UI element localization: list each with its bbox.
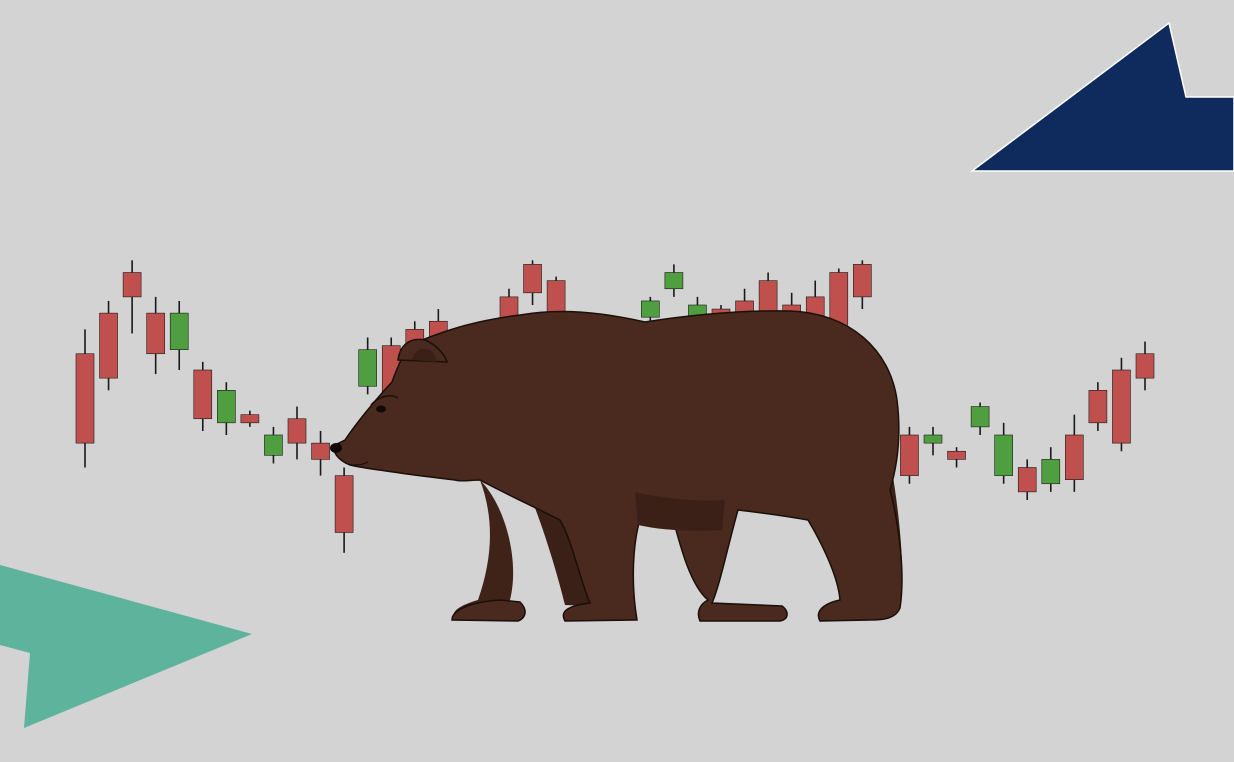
bearish-candle [1018, 468, 1036, 492]
bearish-candle [900, 435, 918, 476]
bullish-candle [924, 435, 942, 443]
bullish-candle [665, 273, 683, 289]
bearish-candle [123, 273, 141, 297]
bullish-candle [359, 350, 377, 387]
bear-eye [376, 406, 386, 413]
bearish-candle [853, 264, 871, 297]
bearish-candle [312, 443, 330, 459]
bullish-candle [971, 407, 989, 427]
bearish-candle [1065, 435, 1083, 480]
bullish-candle [1042, 459, 1060, 483]
bearish-candle [100, 313, 118, 378]
bearish-candle [76, 354, 94, 443]
bearish-candle [1112, 370, 1130, 443]
bullish-candle [264, 435, 282, 455]
bearish-candle [147, 313, 165, 354]
bearish-candle [1136, 354, 1154, 378]
bearish-candle [524, 264, 542, 292]
bullish-candle [995, 435, 1013, 476]
bearish-candle [335, 476, 353, 533]
bearish-candle [288, 419, 306, 443]
bearish-candle [948, 451, 966, 459]
bullish-candle [641, 301, 659, 317]
bullish-candle [217, 390, 235, 423]
bear-nose [330, 443, 342, 453]
bearish-candle [241, 415, 259, 423]
bullish-candle [170, 313, 188, 350]
bearish-candle [1089, 390, 1107, 423]
bearish-candle [194, 370, 212, 419]
